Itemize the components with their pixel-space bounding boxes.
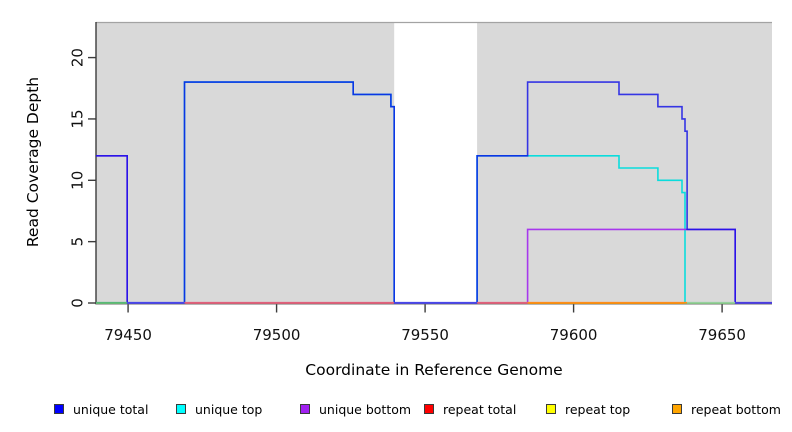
legend-swatch-icon <box>300 404 310 414</box>
y-tick-label: 10 <box>69 171 87 190</box>
legend-swatch-icon <box>54 404 64 414</box>
legend-swatch-icon <box>176 404 186 414</box>
x-tick-label: 79550 <box>401 326 449 344</box>
y-tick-label: 0 <box>69 298 87 308</box>
y-tick-label: 5 <box>69 237 87 247</box>
x-tick-label: 79500 <box>253 326 301 344</box>
series-line-unique-total <box>96 81 772 304</box>
legend-item-repeat-top: repeat top <box>546 397 630 421</box>
legend-item-unique-bottom: unique bottom <box>300 397 411 421</box>
legend-item-unique-top: unique top <box>176 397 262 421</box>
legend-label: unique total <box>73 401 149 417</box>
uncovered-gap-band <box>394 22 478 303</box>
legend-label: repeat top <box>565 401 631 417</box>
legend-swatch-icon <box>672 404 682 414</box>
x-tick-label: 79650 <box>698 326 746 344</box>
y-axis-title: Read Coverage Depth <box>24 76 42 248</box>
legend-item-repeat-total: repeat total <box>424 397 516 421</box>
x-axis-title: Coordinate in Reference Genome <box>305 361 563 379</box>
legend-swatch-icon <box>546 404 556 414</box>
y-tick-label: 15 <box>69 109 87 128</box>
legend-label: unique bottom <box>319 401 412 417</box>
legend: unique total unique top unique bottom repea… <box>0 397 792 421</box>
x-tick-label: 79600 <box>550 326 598 344</box>
legend-swatch-icon <box>424 404 434 414</box>
legend-label: repeat bottom <box>691 401 781 417</box>
x-tick-label: 79450 <box>104 326 152 344</box>
legend-label: repeat total <box>443 401 517 417</box>
legend-label: unique top <box>195 401 263 417</box>
legend-item-unique-total: unique total <box>54 397 148 421</box>
legend-item-repeat-bottom: repeat bottom <box>672 397 781 421</box>
y-tick-label: 20 <box>69 48 87 67</box>
